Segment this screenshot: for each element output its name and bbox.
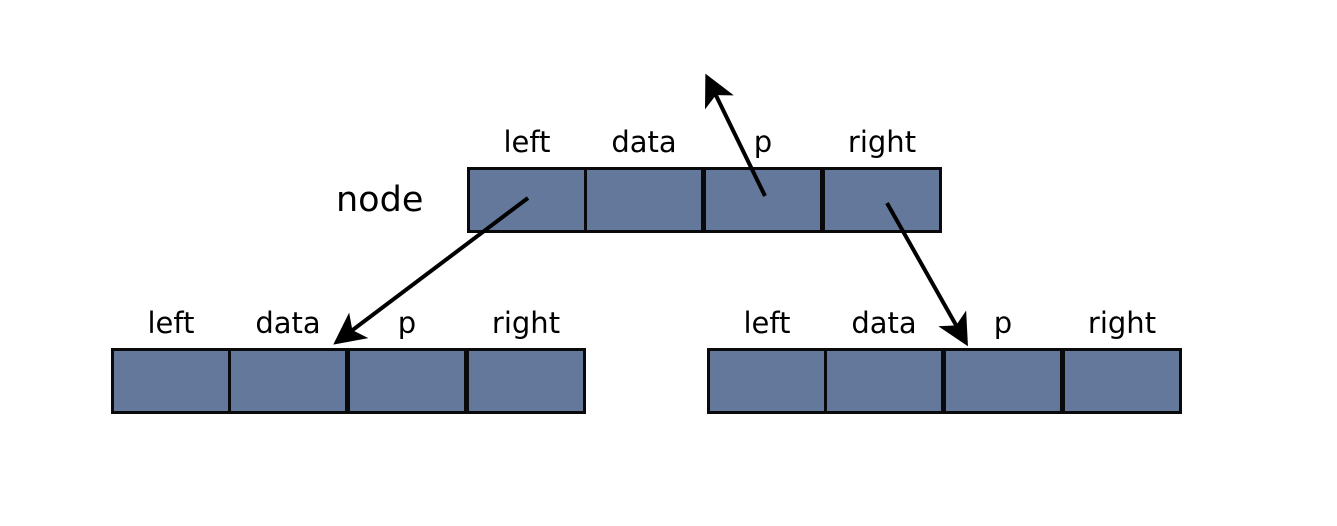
field-label-right: right (491, 306, 561, 340)
field-label-left: left (147, 306, 195, 340)
field-label-right: right (1087, 306, 1157, 340)
field-label-data: data (611, 125, 677, 159)
cell-data (228, 348, 348, 414)
field-label-data: data (255, 306, 321, 340)
cell-p (943, 348, 1063, 414)
record-node: left data p right (467, 125, 945, 233)
record-left-child: left data p right (111, 306, 589, 414)
field-label-right: right (847, 125, 917, 159)
field-label-data: data (851, 306, 917, 340)
cell-left (467, 167, 587, 233)
field-label-left: left (743, 306, 791, 340)
cell-data (824, 348, 944, 414)
field-label-left: left (503, 125, 551, 159)
cell-right (1062, 348, 1182, 414)
cell-p (703, 167, 823, 233)
node-label: node (336, 180, 424, 220)
record-right-child: left data p right (707, 306, 1185, 414)
cell-data (584, 167, 704, 233)
cell-right (466, 348, 586, 414)
field-label-p: p (993, 306, 1013, 340)
cell-p (347, 348, 467, 414)
field-label-p: p (753, 125, 773, 159)
field-label-p: p (397, 306, 417, 340)
cell-left (707, 348, 827, 414)
cell-left (111, 348, 231, 414)
cell-right (822, 167, 942, 233)
